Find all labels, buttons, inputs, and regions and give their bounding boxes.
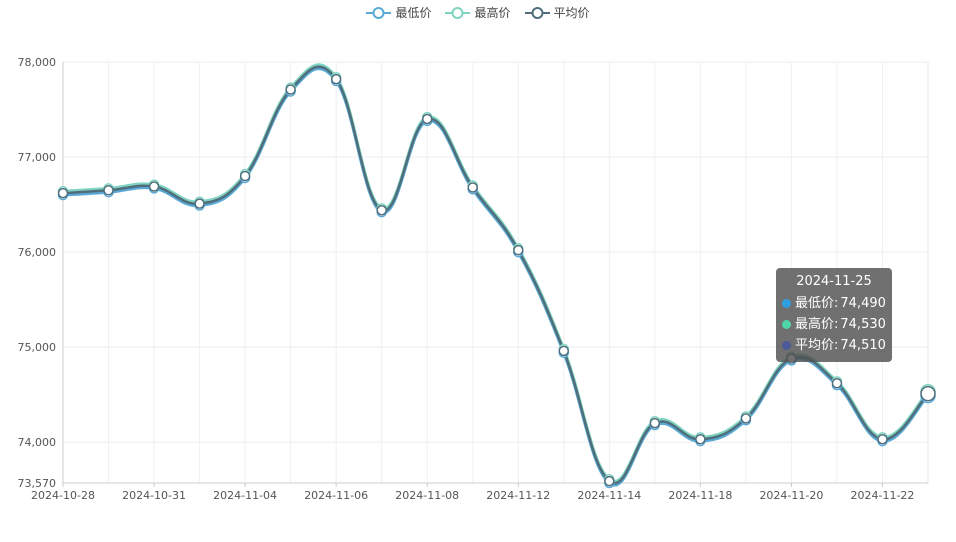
x-tick-label: 2024-11-14 — [577, 489, 641, 502]
chart-tooltip: 2024-11-25 最低价: 74,490 最高价: 74,530 平均价: … — [776, 268, 892, 362]
series-point-2 — [57, 187, 69, 199]
tooltip-value-max: 74,530 — [840, 317, 886, 332]
x-tick-label: 2024-11-20 — [759, 489, 823, 502]
series-point-2 — [649, 417, 661, 429]
x-tick-label: 2024-11-22 — [851, 489, 915, 502]
series-point-2 — [740, 413, 752, 424]
y-tick-label: 73,570 — [18, 477, 57, 490]
legend-item-0[interactable]: 最低价 — [366, 4, 431, 21]
series-point-2 — [285, 84, 296, 95]
y-tick-label: 75,000 — [18, 341, 57, 354]
tooltip-dot-max — [782, 320, 791, 329]
legend-item-2[interactable]: 平均价 — [524, 4, 590, 21]
legend-label: 最高价 — [474, 6, 511, 20]
series-point-2 — [421, 113, 433, 125]
series-point-2 — [103, 185, 114, 196]
tooltip-label-avg: 平均价: — [795, 338, 839, 353]
x-tick-label: 2024-11-18 — [668, 489, 732, 502]
tooltip-row-min: 最低价: 74,490 — [782, 293, 886, 314]
tooltip-row-max: 最高价: 74,530 — [782, 314, 886, 335]
series-point-2 — [877, 434, 888, 445]
tooltip-label-max: 最高价: — [795, 317, 839, 332]
tooltip-value-avg: 74,510 — [840, 338, 886, 353]
tooltip-value-min: 74,490 — [840, 296, 886, 311]
series-point-2 — [513, 244, 524, 256]
legend-label: 平均价 — [553, 6, 590, 20]
tooltip-dot-min — [782, 299, 791, 308]
series-point-2 — [831, 377, 843, 389]
y-tick-label: 76,000 — [18, 246, 57, 259]
series-line-2 — [62, 65, 929, 485]
series-point-2 — [148, 181, 160, 192]
series-point-2 — [194, 198, 205, 209]
series-point-2 — [558, 345, 570, 357]
series-point-2 — [467, 182, 478, 193]
x-tick-label: 2024-11-12 — [486, 489, 550, 502]
series-point-2 — [376, 205, 387, 216]
tooltip-row-avg: 平均价: 74,510 — [782, 335, 886, 356]
x-tick-label: 2024-11-04 — [213, 489, 277, 502]
series-point-2 — [604, 475, 615, 487]
x-tick-label: 2024-11-08 — [395, 489, 459, 502]
series-point-2 — [330, 73, 342, 85]
series-point-2 — [239, 170, 251, 182]
x-tick-label: 2024-10-31 — [122, 489, 186, 502]
x-tick-label: 2024-10-28 — [31, 489, 95, 502]
legend-item-1[interactable]: 最高价 — [445, 4, 511, 21]
legend-symbol-icon — [366, 6, 392, 19]
y-tick-label: 78,000 — [18, 56, 57, 69]
series-point-2 — [920, 385, 936, 402]
tooltip-date: 2024-11-25 — [796, 274, 872, 289]
legend-symbol-icon — [445, 6, 471, 19]
tooltip-label-min: 最低价: — [795, 296, 839, 311]
legend-label: 最低价 — [395, 6, 432, 20]
chart-legend: 最低价 最高价 平均价 — [0, 4, 956, 21]
x-tick-label: 2024-11-06 — [304, 489, 368, 502]
legend-symbol-icon — [524, 6, 550, 19]
series-point-2 — [695, 434, 706, 445]
tooltip-dot-avg — [782, 341, 791, 350]
y-tick-label: 74,000 — [18, 436, 57, 449]
y-tick-label: 77,000 — [18, 151, 57, 164]
